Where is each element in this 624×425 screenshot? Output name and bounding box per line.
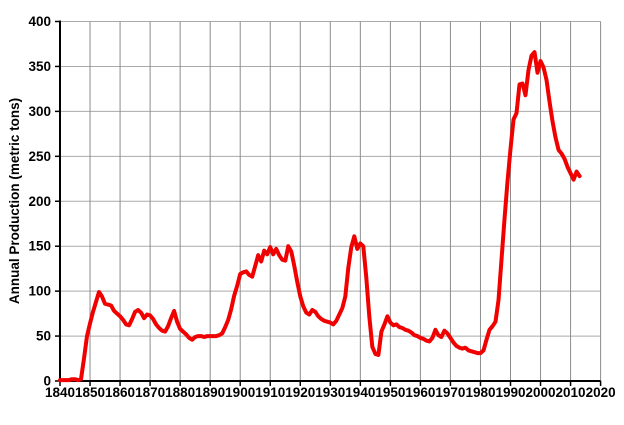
x-tick-label: 1890 [195,385,225,400]
x-tick-label: 1970 [435,385,465,400]
x-tick-label: 1930 [315,385,345,400]
x-tick-label: 1940 [345,385,375,400]
x-tick-label: 1960 [405,385,435,400]
x-tick-label: 2000 [526,385,556,400]
x-tick-label: 2020 [586,385,616,400]
x-tick-label: 1980 [465,385,495,400]
x-tick-label: 1950 [375,385,405,400]
y-tick-label: 200 [28,194,51,209]
x-tick-label: 1860 [105,385,135,400]
x-tick-label: 1900 [225,385,255,400]
x-tick-label: 1870 [135,385,165,400]
y-tick-label: 300 [28,104,51,119]
y-tick-label: 0 [43,374,51,389]
x-tick-label: 1880 [165,385,195,400]
x-tick-label: 1840 [45,385,75,400]
x-tick-label: 1990 [495,385,525,400]
x-tick-label: 1920 [285,385,315,400]
y-tick-label: 250 [28,149,51,164]
y-tick-label: 50 [36,329,51,344]
y-tick-label: 400 [28,14,51,29]
y-axis-title: Annual Production (metric tons) [7,98,22,304]
x-tick-label: 2010 [556,385,586,400]
x-tick-label: 1850 [75,385,105,400]
y-tick-label: 100 [28,284,51,299]
y-tick-label: 150 [28,239,51,254]
y-tick-label: 350 [28,59,51,74]
production-series-line [58,50,582,383]
x-tick-label: 1910 [255,385,285,400]
